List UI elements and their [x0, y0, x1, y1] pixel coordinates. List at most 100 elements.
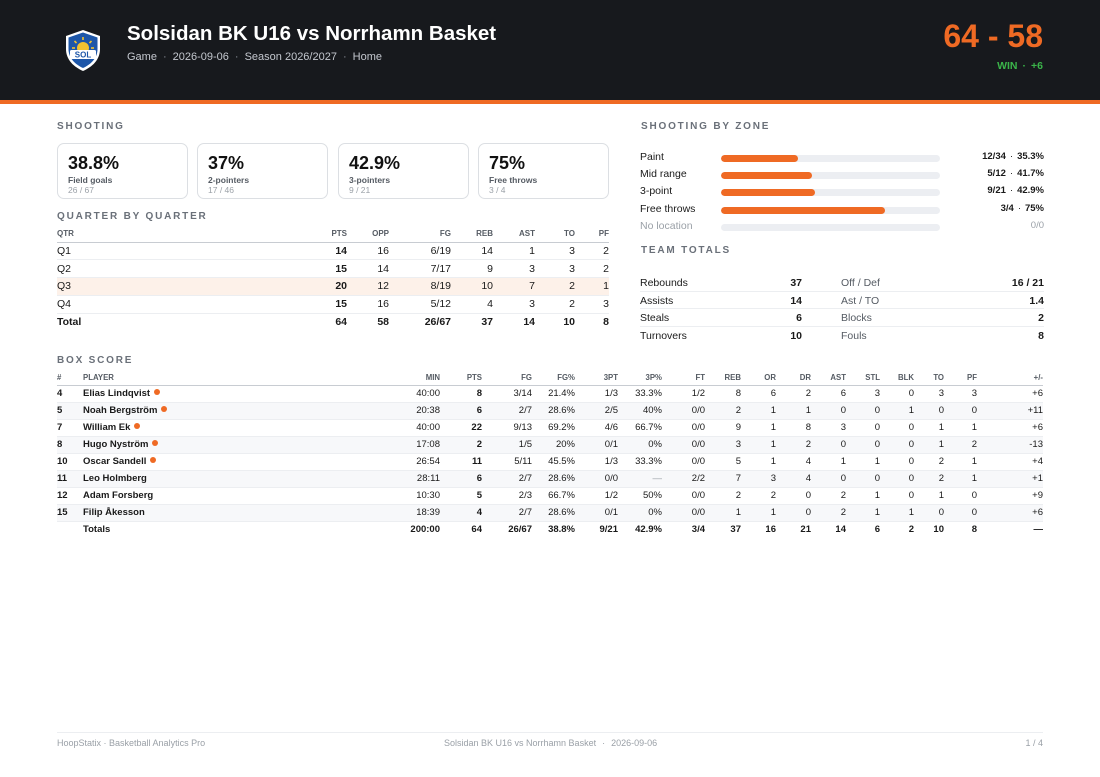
- svg-text:SOL: SOL: [75, 50, 92, 59]
- zone-row-no-location: No location 0/0: [640, 218, 1044, 235]
- stat-cell: 2: [811, 504, 846, 522]
- totals-label: Totals: [83, 520, 233, 538]
- player-row: 12 Adam Forsberg 10:30 5 2/3 66.7% 1/2 50% 0/0 2 2…: [57, 487, 1043, 505]
- stat-cell: 2/5: [575, 402, 618, 420]
- total-cell: 200:00: [233, 520, 440, 538]
- stat-cell: 66.7%: [618, 419, 662, 437]
- jersey-number: 4: [57, 385, 83, 403]
- stat-cell: 0: [914, 402, 944, 420]
- stat-cell: 1: [741, 504, 776, 522]
- box-header-row: # PLAYER MIN PTS FG FG% 3PT 3P% FT REB OR DR AST STL…: [57, 372, 1043, 386]
- zone-row-3-point: 3-point 9/21 · 42.9%: [640, 183, 1044, 200]
- team-total-row: Assists 14 Ast / TO 1.4: [640, 292, 1044, 309]
- col-qtr: QTR: [57, 229, 97, 243]
- stat-cell: +6: [977, 504, 1043, 522]
- stat-cell: 7: [705, 470, 741, 488]
- player-name: Filip Åkesson: [83, 504, 233, 522]
- player-row: 5 Noah Bergström 20:38 6 2/7 28.6% 2/5 40% 0/0 2 1…: [57, 402, 1043, 420]
- zone-bar-fill: [721, 172, 813, 179]
- stat-cell: 0: [944, 504, 977, 522]
- game-type: Game: [127, 51, 157, 63]
- team-total-row: Steals 6 Blocks 2: [640, 309, 1044, 327]
- col-fg: FG: [389, 229, 451, 243]
- stat-cell: 2: [776, 436, 811, 454]
- game-meta: Game · 2026-09-06 · Season 2026/2027 · Home: [127, 51, 382, 63]
- stat-cell: 1: [914, 436, 944, 454]
- stat-cell: 8: [440, 385, 482, 403]
- footer-game: Solsidan BK U16 vs Norrhamn Basket · 2026-…: [444, 738, 658, 748]
- quarter-row: Q2 15 14 7/17 9 3 3 2: [57, 259, 609, 279]
- zone-name: Paint: [640, 151, 664, 163]
- stat-cell: 66.7%: [532, 487, 575, 505]
- stat-cell: 33.3%: [618, 453, 662, 471]
- stat-cell: 3: [944, 385, 977, 403]
- zone-value: 0/0: [1030, 220, 1044, 231]
- stat-cell: 2: [811, 487, 846, 505]
- stat-cell: 8: [705, 385, 741, 403]
- stat-cell: 0: [776, 487, 811, 505]
- starter-dot-icon: [154, 389, 161, 395]
- stat-card-label: Free throws: [489, 175, 538, 185]
- stat-cell: 2: [440, 436, 482, 454]
- point-margin: +6: [1031, 60, 1043, 72]
- zone-row-mid-range: Mid range 5/12 · 41.7%: [640, 166, 1044, 183]
- stat-cell: 2/7: [482, 504, 532, 522]
- stat-cell: 5: [705, 453, 741, 471]
- col-reb: REB: [451, 229, 493, 243]
- total-cell: —: [977, 520, 1043, 538]
- player-row: 10 Oscar Sandell 26:54 11 5/11 45.5% 1/3 33.3% 0…: [57, 453, 1043, 471]
- stat-cell: -13: [977, 436, 1043, 454]
- player-row: 4 Elias Lindqvist 40:00 8 3/14 21.4% 1/3 33.3% 1…: [57, 385, 1043, 403]
- stat-cell: 21.4%: [532, 385, 575, 403]
- jersey-number: 12: [57, 487, 83, 505]
- stat-cell: 1: [914, 419, 944, 437]
- quarter-row: Q4 15 16 5/12 4 3 2 3: [57, 295, 609, 314]
- total-cell: 8: [944, 520, 977, 538]
- stat-cell: 0: [811, 436, 846, 454]
- stat-cell: 1: [846, 504, 880, 522]
- game-result: WIN · +6: [997, 60, 1043, 72]
- zone-name: No location: [640, 220, 693, 232]
- stat-cell: 0: [880, 385, 914, 403]
- stat-cell: 0/0: [575, 470, 618, 488]
- zone-name: 3-point: [640, 185, 673, 197]
- quarter-row-highlight: Q3 20 12 8/19 10 7 2 1: [57, 277, 609, 296]
- total-cell: 10: [914, 520, 944, 538]
- stat-card-sub: 26 / 67: [68, 185, 94, 195]
- player-name: Elias Lindqvist: [83, 385, 233, 403]
- stat-cell: 0: [880, 470, 914, 488]
- stat-card-3-pointers: 42.9% 3-pointers 9 / 21: [338, 143, 469, 199]
- box-total-row: Totals 200:00 64 26/67 38.8% 9/21 42.9% 3/4 37 16…: [57, 520, 1043, 538]
- stat-cell: 3: [811, 419, 846, 437]
- stat-cell: 0: [846, 419, 880, 437]
- stat-cell: 2/7: [482, 470, 532, 488]
- team-total-row: Turnovers 10 Fouls 8: [640, 329, 1044, 342]
- player-name: William Ek: [83, 419, 233, 437]
- stat-cell: 20%: [532, 436, 575, 454]
- footer-divider: [57, 732, 1043, 733]
- stat-card-sub: 17 / 46: [208, 185, 234, 195]
- stat-cell: 1/2: [575, 487, 618, 505]
- stat-cell: 2: [741, 487, 776, 505]
- player-row: 15 Filip Åkesson 18:39 4 2/7 28.6% 0/1 0% 0/0 1 1 0…: [57, 504, 1043, 522]
- stat-cell: 5/11: [482, 453, 532, 471]
- total-cell: 37: [705, 520, 741, 538]
- zone-bar-track: [721, 224, 940, 231]
- stat-cell: 0: [880, 419, 914, 437]
- stat-cell: 69.2%: [532, 419, 575, 437]
- stat-cell: 1: [705, 504, 741, 522]
- stat-cell: 0/0: [662, 419, 705, 437]
- player-row: 11 Leo Holmberg 28:11 6 2/7 28.6% 0/0—2/2 7 3 4 0 0…: [57, 470, 1043, 488]
- stat-cell: 1: [741, 436, 776, 454]
- stat-cell: 4: [440, 504, 482, 522]
- box-score-title: BOX SCORE: [57, 355, 134, 366]
- stat-cell: 1: [846, 453, 880, 471]
- stat-cell: 0: [880, 436, 914, 454]
- stat-card-free-throws: 75% Free throws 3 / 4: [478, 143, 609, 199]
- game-date: 2026-09-06: [172, 51, 229, 63]
- stat-cell: 6: [811, 385, 846, 403]
- stat-cell: 2: [914, 453, 944, 471]
- stat-cell: 10:30: [233, 487, 440, 505]
- stat-cell: 4: [776, 453, 811, 471]
- zone-name: Free throws: [640, 203, 696, 215]
